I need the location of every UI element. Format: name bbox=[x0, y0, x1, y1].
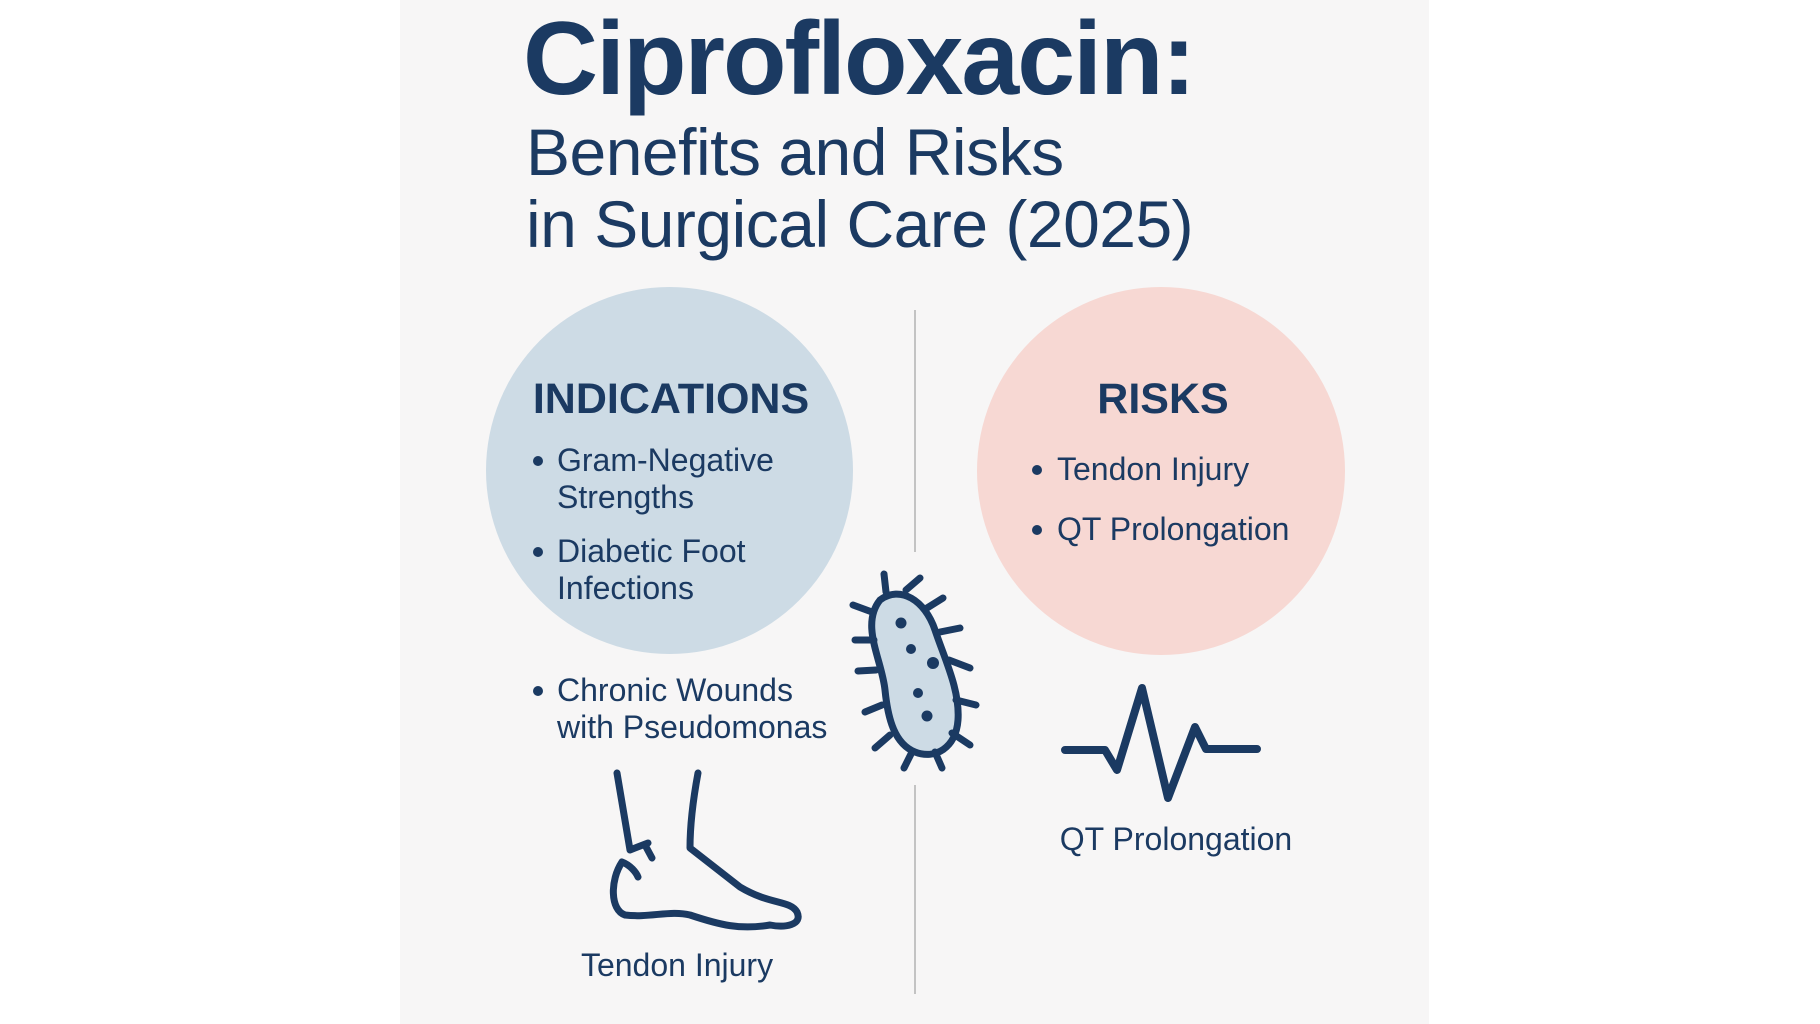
title-subtitle-line1: Benefits and Risks bbox=[526, 115, 1064, 189]
indication-text: Infections bbox=[557, 570, 694, 606]
indications-heading: INDICATIONS bbox=[532, 375, 810, 423]
bacterium-icon bbox=[849, 570, 980, 772]
bullet-dot bbox=[533, 456, 543, 466]
title-main: Ciprofloxacin: bbox=[523, 1, 1196, 117]
indication-item-diabetic-foot: Diabetic Foot Infections bbox=[557, 533, 746, 607]
indication-item-gram-negative: Gram-Negative Strengths bbox=[557, 442, 774, 516]
indication-text: Strengths bbox=[557, 479, 694, 515]
qt-prolongation-caption: QT Prolongation bbox=[1059, 821, 1293, 857]
indication-text: Gram-Negative bbox=[557, 442, 774, 478]
indication-text: with Pseudomonas bbox=[557, 709, 828, 745]
foot-tendon-icon bbox=[609, 769, 802, 931]
title-subtitle-line2: in Surgical Care (2025) bbox=[526, 187, 1194, 261]
ecg-heartbeat-icon bbox=[1061, 684, 1261, 802]
indication-item-chronic-wounds: Chronic Wounds with Pseudomonas bbox=[557, 672, 827, 746]
bullet-dot bbox=[533, 547, 543, 557]
risk-item-qt: QT Prolongation bbox=[1057, 511, 1290, 547]
bullet-dot bbox=[1032, 465, 1042, 475]
risk-item-tendon: Tendon Injury bbox=[1057, 451, 1250, 487]
indications-circle bbox=[486, 287, 853, 654]
divider-top bbox=[914, 310, 916, 552]
risks-heading: RISKS bbox=[1097, 375, 1229, 423]
tendon-injury-caption: Tendon Injury bbox=[580, 947, 774, 983]
bullet-dot bbox=[1032, 525, 1042, 535]
indication-text: Chronic Wounds bbox=[557, 672, 793, 708]
divider-bottom bbox=[914, 785, 916, 994]
bullet-dot bbox=[533, 686, 543, 696]
indication-text: Diabetic Foot bbox=[557, 533, 746, 569]
